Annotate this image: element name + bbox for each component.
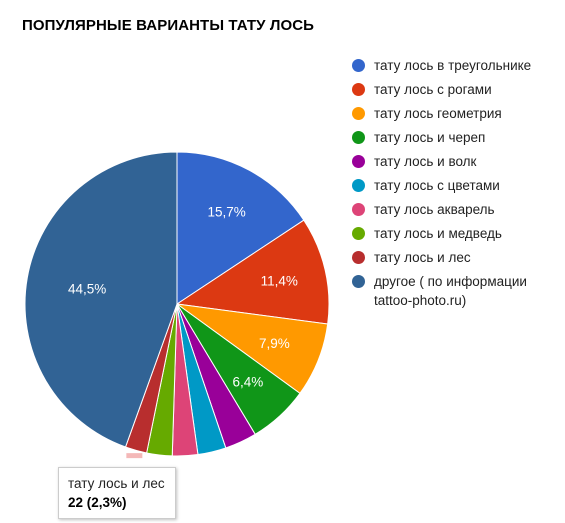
slice-label-9: 44,5% <box>68 281 106 296</box>
pie-slice-0[interactable] <box>176 151 305 305</box>
legend-label: тату лось и волк <box>374 154 477 169</box>
legend-item-7[interactable]: тату лось и медведь <box>352 224 557 243</box>
slice-label-0: 15,7% <box>208 205 246 220</box>
legend-dot-icon <box>352 251 365 264</box>
legend-item-2[interactable]: тату лось геометрия <box>352 104 557 123</box>
legend-label: тату лось с цветами <box>374 178 500 193</box>
legend-label: тату лось геометрия <box>374 106 502 121</box>
legend-dot-icon <box>352 275 365 288</box>
legend-item-5[interactable]: тату лось с цветами <box>352 176 557 195</box>
legend-label: другое ( по информации tattoo-photo.ru) <box>374 274 527 308</box>
chart-title: ПОПУЛЯРНЫЕ ВАРИАНТЫ ТАТУ ЛОСЬ <box>22 17 315 34</box>
legend-item-0[interactable]: тату лось в треугольнике <box>352 56 557 75</box>
legend-dot-icon <box>352 227 365 240</box>
pie-slice-9[interactable] <box>24 151 178 448</box>
slice-label-1: 11,4% <box>261 273 298 288</box>
tooltip-label: тату лось и лес <box>68 476 165 491</box>
legend-dot-icon <box>352 107 365 120</box>
pie-slice-1[interactable] <box>175 219 330 325</box>
legend-dot-icon <box>352 59 365 72</box>
legend-label: тату лось акварель <box>374 202 495 217</box>
legend-item-6[interactable]: тату лось акварель <box>352 200 557 219</box>
legend-item-4[interactable]: тату лось и волк <box>352 152 557 171</box>
tooltip-value: 22 (2,3%) <box>68 495 127 510</box>
slice-label-3: 6,4% <box>232 374 263 389</box>
legend-item-1[interactable]: тату лось с рогами <box>352 80 557 99</box>
legend-label: тату лось и череп <box>374 130 486 145</box>
legend-item-8[interactable]: тату лось и лес <box>352 248 557 267</box>
slice-tooltip: тату лось и лес 22 (2,3%) <box>58 467 176 519</box>
legend-dot-icon <box>352 83 365 96</box>
legend-dot-icon <box>352 131 365 144</box>
legend-label: тату лось и лес <box>374 250 471 265</box>
legend-item-9[interactable]: другое ( по информации tattoo-photo.ru) <box>352 272 557 310</box>
legend-label: тату лось и медведь <box>374 226 502 241</box>
legend-dot-icon <box>352 179 365 192</box>
legend-item-3[interactable]: тату лось и череп <box>352 128 557 147</box>
hover-highlight <box>126 453 143 459</box>
legend-dot-icon <box>352 203 365 216</box>
chart-legend: тату лось в треугольнике тату лось с рога… <box>352 56 557 315</box>
legend-dot-icon <box>352 155 365 168</box>
slice-label-2: 7,9% <box>259 336 290 351</box>
legend-label: тату лось с рогами <box>374 82 492 97</box>
legend-label: тату лось в треугольнике <box>374 58 532 73</box>
